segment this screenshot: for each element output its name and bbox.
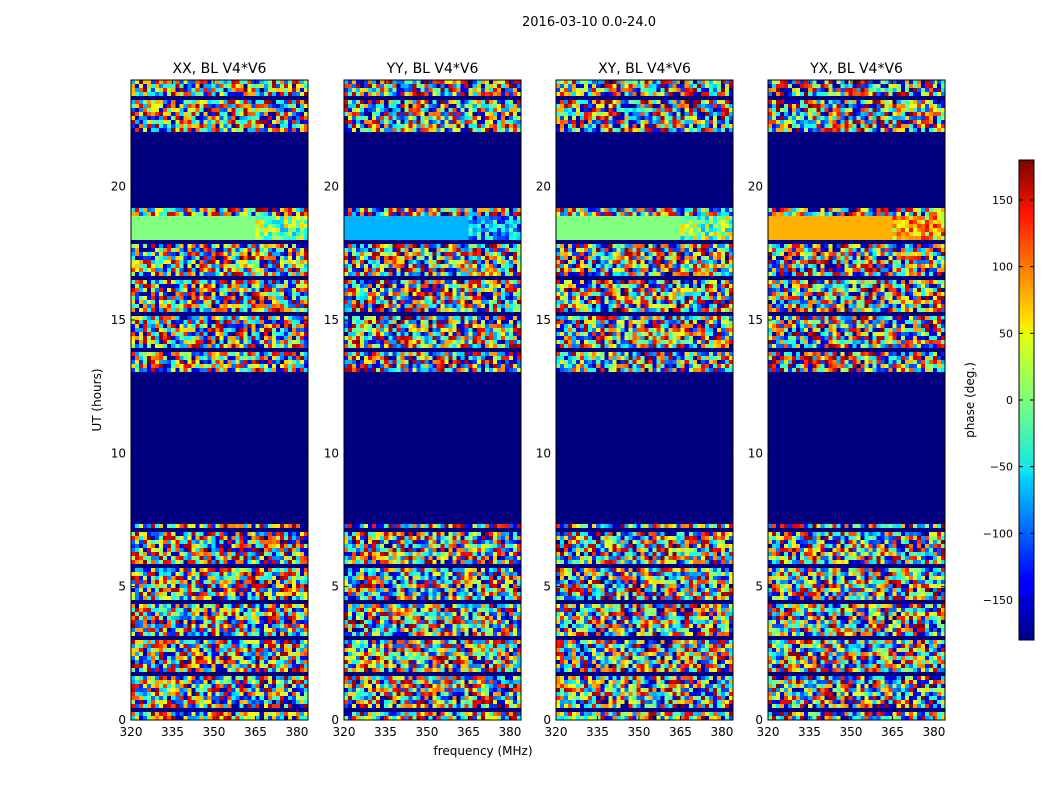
colorbar-ticks: −150 −100 −50 0 50 100 150	[983, 194, 1034, 607]
colorbar-label: phase (deg.)	[963, 362, 977, 438]
y-tick-label: 5	[755, 580, 763, 594]
panel-yx: YX, BL V4*V6 320 335 350 365 380 0 5 10 15 20	[748, 61, 946, 739]
figure-suptitle: 2016-03-10 0.0-24.0	[522, 15, 656, 30]
panel-title-xx: XX, BL V4*V6	[173, 61, 267, 77]
x-tick-label: 350	[840, 725, 863, 739]
panel-frame-xx	[130, 79, 309, 721]
y-tick-label: 20	[111, 180, 126, 194]
y-tick-label: 20	[536, 180, 551, 194]
y-tick-label: 0	[755, 713, 763, 727]
x-tick-label: 335	[161, 725, 184, 739]
x-tick-label: 365	[457, 725, 480, 739]
colorbar-tick-label: 100	[992, 261, 1013, 274]
x-tick-label: 350	[416, 725, 439, 739]
x-tick-label: 365	[244, 725, 267, 739]
x-tick-label: 350	[203, 725, 226, 739]
panel-xx: XX, BL V4*V6 320 335 350 365 380 0 5 10 15 20	[111, 61, 309, 739]
x-tick-label: 380	[285, 725, 308, 739]
colorbar-tick-label: −100	[983, 527, 1013, 540]
y-tick-label: 15	[748, 313, 763, 327]
x-tick-label: 320	[545, 725, 568, 739]
y-tick-label: 10	[748, 446, 763, 460]
heatmap-yy	[344, 80, 521, 720]
y-tick-label: 5	[543, 580, 551, 594]
panel-frame-yy	[343, 79, 522, 721]
x-tick-label: 335	[586, 725, 609, 739]
heatmap-xx	[131, 80, 308, 720]
colorbar: −150 −100 −50 0 50 100 150 phase (deg.)	[963, 159, 1035, 641]
x-axis-label: frequency (MHz)	[433, 744, 532, 758]
colorbar-tick-label: 150	[992, 194, 1013, 207]
x-tick-label: 320	[333, 725, 356, 739]
y-tick-label: 0	[543, 713, 551, 727]
x-tick-label: 335	[374, 725, 397, 739]
y-tick-label: 15	[324, 313, 339, 327]
panel-xy: XY, BL V4*V6 320 335 350 365 380 0 5 10 15 20	[536, 61, 734, 739]
panel-frame-xy	[555, 79, 734, 721]
colorbar-tick-label: −150	[983, 594, 1013, 607]
x-tick-label: 365	[881, 725, 904, 739]
x-tick-label: 380	[710, 725, 733, 739]
y-tick-label: 20	[324, 180, 339, 194]
panel-title-xy: XY, BL V4*V6	[598, 61, 691, 77]
y-axis-label: UT (hours)	[90, 368, 104, 431]
y-tick-label: 10	[111, 446, 126, 460]
x-tick-label: 320	[120, 725, 143, 739]
y-tick-label: 0	[118, 713, 126, 727]
x-tick-label: 320	[757, 725, 780, 739]
x-tick-label: 380	[498, 725, 521, 739]
colorbar-tick-label: 0	[1006, 394, 1013, 407]
x-tick-label: 350	[628, 725, 651, 739]
y-tick-label: 20	[748, 180, 763, 194]
heatmap-xy	[556, 80, 733, 720]
y-tick-label: 15	[536, 313, 551, 327]
panel-title-yy: YY, BL V4*V6	[386, 61, 479, 77]
panel-title-yx: YX, BL V4*V6	[809, 61, 903, 77]
y-tick-label: 15	[111, 313, 126, 327]
colorbar-tick-label: −50	[990, 461, 1013, 474]
y-tick-label: 5	[331, 580, 339, 594]
y-tick-label: 5	[118, 580, 126, 594]
heatmap-yx	[768, 80, 945, 720]
x-tick-label: 380	[922, 725, 945, 739]
y-tick-label: 10	[536, 446, 551, 460]
y-tick-label: 0	[331, 713, 339, 727]
panel-frame-yx	[767, 79, 946, 721]
x-tick-label: 335	[798, 725, 821, 739]
colorbar-tick-label: 50	[999, 327, 1013, 340]
panel-yy: YY, BL V4*V6 320 335 350 365 380 0 5 10 15 20	[324, 61, 522, 739]
y-tick-label: 10	[324, 446, 339, 460]
x-tick-label: 365	[669, 725, 692, 739]
